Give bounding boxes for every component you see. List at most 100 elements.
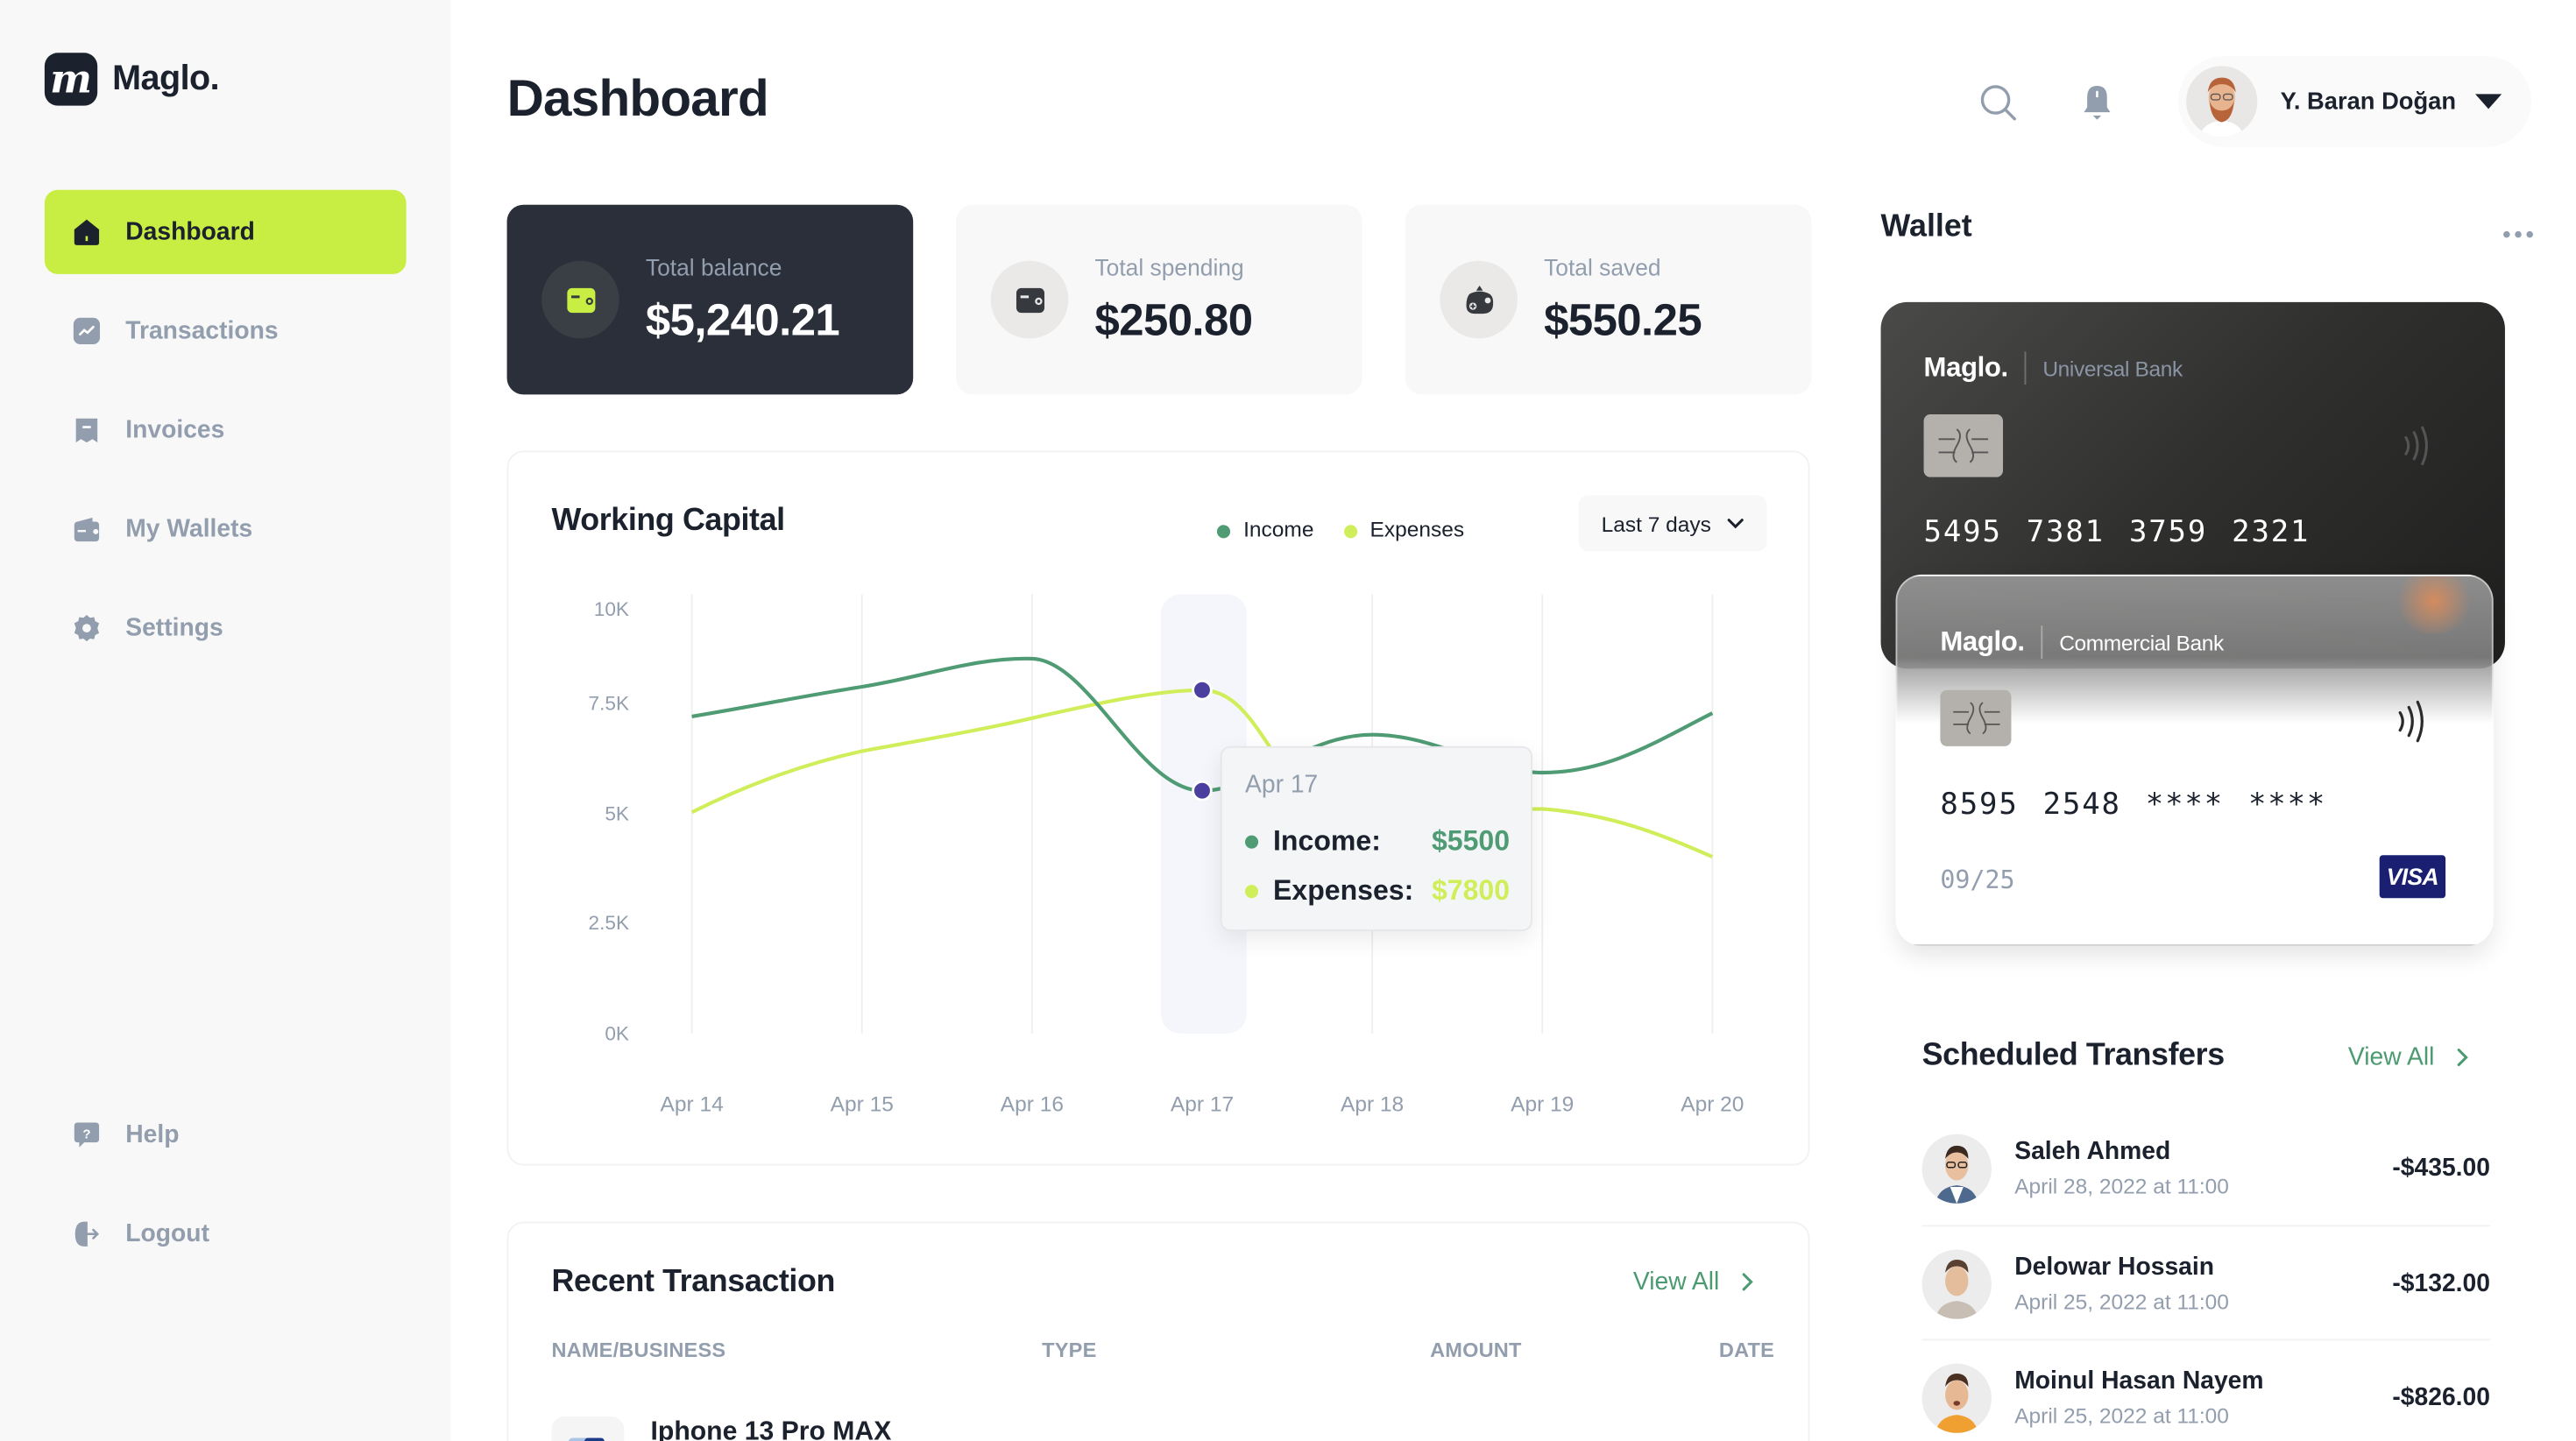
stat-label: Total spending (1094, 253, 1244, 280)
sidebar-item-label: Settings (125, 614, 223, 643)
stat-value: $5,240.21 (645, 294, 840, 344)
y-tick: 5K (605, 802, 630, 826)
logo-text: Maglo. (112, 59, 220, 98)
col-header-name: NAME/BUSINESS (551, 1339, 726, 1362)
sidebar-item-dashboard[interactable]: Dashboard (44, 189, 407, 274)
y-tick: 7.5K (588, 691, 630, 716)
stat-label: Total balance (645, 253, 782, 280)
y-tick: 0K (605, 1021, 630, 1045)
transfer-amount: -$435.00 (2392, 1154, 2490, 1183)
chevron-right-icon (2458, 1049, 2469, 1067)
card-brand: Maglo. (1940, 626, 2025, 657)
logo[interactable]: m Maglo. (44, 53, 220, 106)
transfer-item[interactable]: Delowar Hossain April 25, 2022 at 11:00 … (1921, 1226, 2490, 1340)
transfer-name: Saleh Ahmed (2014, 1137, 2171, 1166)
product-thumbnail (551, 1416, 625, 1441)
card-brand: Maglo. (1923, 352, 2009, 383)
chevron-down-icon (2475, 94, 2502, 109)
card-commercial-bank[interactable]: Maglo. Commercial Bank 8595 2548 **** **… (1895, 574, 2494, 946)
wallet-icon (73, 515, 101, 543)
sidebar-item-my-wallets[interactable]: My Wallets (45, 487, 407, 571)
card-bank: Commercial Bank (2059, 629, 2224, 655)
working-capital-card (506, 450, 1810, 1166)
sidebar-item-label: Invoices (125, 415, 225, 444)
tooltip-row-income: Income: $5500 (1244, 817, 1531, 867)
visa-logo-icon: VISA (2379, 855, 2446, 899)
scheduled-transfers-title: Scheduled Transfers (1921, 1038, 2225, 1073)
divider (1921, 1225, 2490, 1227)
x-tick: Apr 15 (830, 1091, 894, 1116)
invoice-icon (73, 416, 101, 444)
avatar (1921, 1133, 1992, 1203)
sidebar-item-logout[interactable]: Logout (45, 1192, 407, 1276)
transfer-name: Delowar Hossain (2014, 1253, 2215, 1282)
transfer-item[interactable]: Moinul Hasan Nayem April 25, 2022 at 11:… (1921, 1340, 2490, 1441)
transaction-type: Mobile (1042, 1437, 1105, 1441)
sidebar-item-label: Dashboard (125, 217, 255, 246)
home-icon (73, 218, 101, 246)
chart-line-icon (73, 317, 101, 345)
sidebar-item-transactions[interactable]: Transactions (45, 289, 407, 373)
user-menu[interactable]: Y. Baran Doğan (2177, 56, 2532, 147)
expenses-point (1192, 679, 1213, 701)
card-number: 8595 2548 **** **** (1940, 787, 2327, 823)
user-name: Y. Baran Doğan (2280, 88, 2457, 115)
stat-label: Total saved (1544, 253, 1661, 280)
transfer-amount: -$826.00 (2392, 1383, 2490, 1412)
col-header-date: DATE (1718, 1339, 1775, 1362)
transfer-item[interactable]: Saleh Ahmed April 28, 2022 at 11:00 -$43… (1921, 1111, 2490, 1225)
x-tick: Apr 17 (1170, 1091, 1235, 1116)
more-options-icon[interactable] (2503, 230, 2533, 238)
sidebar-item-label: Logout (125, 1219, 209, 1248)
sidebar-item-label: Transactions (125, 316, 279, 345)
x-tick: Apr 18 (1341, 1091, 1405, 1116)
wallet-icon (990, 260, 1069, 339)
sidebar-item-help[interactable]: ? Help (45, 1093, 407, 1177)
stat-card-total-saved: Total saved $550.25 (1405, 204, 1812, 395)
col-header-amount: AMOUNT (1430, 1339, 1522, 1362)
x-tick: Apr 19 (1511, 1091, 1575, 1116)
contactless-icon (2398, 700, 2424, 743)
avatar (1921, 1362, 1992, 1432)
x-tick: Apr 14 (660, 1091, 724, 1116)
transaction-name: Iphone 13 Pro MAX (650, 1417, 892, 1441)
chevron-right-icon (1743, 1273, 1754, 1291)
income-point (1192, 780, 1213, 802)
chip-icon (1940, 689, 2012, 746)
chip-icon (1923, 414, 2004, 477)
sidebar-item-settings[interactable]: Settings (45, 586, 407, 670)
transaction-amount: $420.84 (1420, 1437, 1504, 1441)
wallet-title: Wallet (1880, 209, 1972, 244)
table-row[interactable]: Iphone 13 Pro MAX Mobile $420.84 Apr 14,… (551, 1411, 1773, 1441)
date-range-value: Last 7 days (1601, 511, 1711, 536)
transaction-date: Apr 14, 2022 (1633, 1437, 1756, 1441)
transfer-date: April 28, 2022 at 11:00 (2014, 1173, 2229, 1199)
avatar (1921, 1248, 1992, 1318)
card-bank: Universal Bank (2042, 356, 2183, 381)
x-tick: Apr 20 (1681, 1091, 1744, 1116)
svg-text:?: ? (82, 1127, 90, 1141)
x-tick: Apr 16 (1000, 1091, 1064, 1116)
bell-icon (2084, 85, 2111, 120)
chart-tooltip: Apr 17 Income: $5500 Expenses: $7800 (1220, 745, 1532, 931)
stat-card-total-spending: Total spending $250.80 (956, 204, 1362, 395)
scheduled-transfers-view-all[interactable]: View All (2348, 1043, 2469, 1071)
divider (1921, 1339, 2490, 1341)
recent-transactions-view-all[interactable]: View All (1633, 1268, 1754, 1296)
date-range-dropdown[interactable]: Last 7 days (1578, 495, 1767, 552)
sidebar-item-label: Help (125, 1120, 180, 1149)
chart-legend: Income Expenses (1216, 517, 1464, 541)
logo-mark-icon: m (44, 53, 98, 106)
notifications-button[interactable] (2076, 81, 2119, 124)
search-button[interactable] (1977, 81, 2020, 124)
logout-icon (73, 1220, 101, 1248)
wallet-icon (541, 260, 619, 339)
transfer-amount: -$132.00 (2392, 1269, 2490, 1298)
y-tick: 2.5K (588, 911, 630, 935)
working-capital-title: Working Capital (551, 503, 785, 539)
page-title: Dashboard (506, 69, 769, 128)
transfer-date: April 25, 2022 at 11:00 (2014, 1402, 2229, 1429)
contactless-icon (2404, 426, 2428, 466)
gear-icon (73, 614, 101, 642)
sidebar-item-invoices[interactable]: Invoices (45, 388, 407, 472)
